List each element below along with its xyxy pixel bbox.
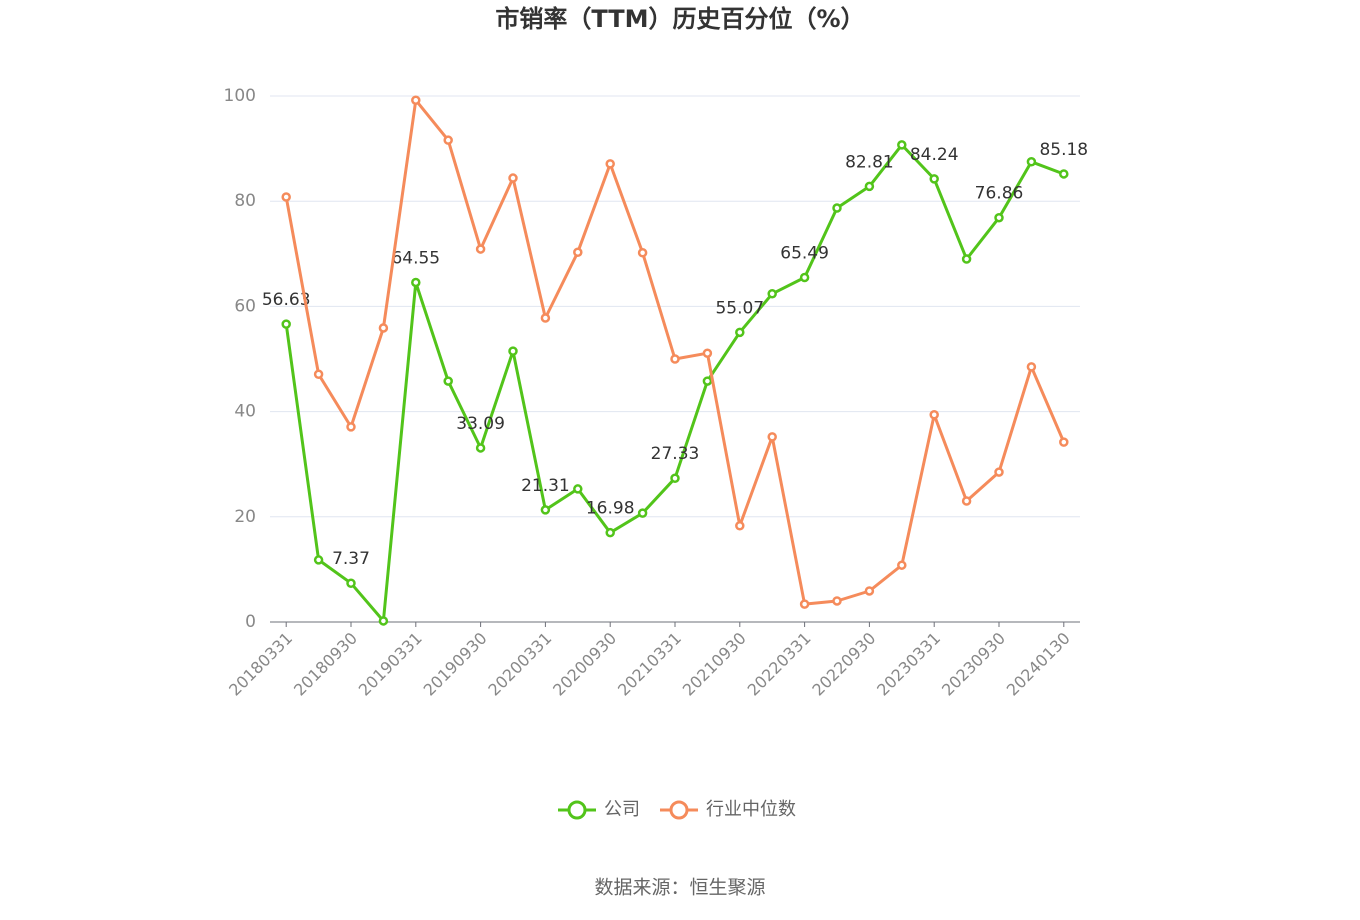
data-point: [378, 616, 389, 626]
data-point: [832, 203, 842, 213]
data-point: [735, 327, 745, 338]
y-tick-label: 40: [234, 402, 256, 422]
data-point: [313, 369, 324, 380]
data-label: 85.18: [1039, 140, 1088, 160]
data-point: [281, 192, 291, 202]
data-point: [573, 247, 583, 257]
x-tick-label: 20210331: [614, 629, 685, 700]
data-point: [864, 586, 875, 596]
y-tick-label: 20: [234, 507, 256, 527]
x-tick-label: 20180930: [290, 629, 361, 700]
data-label: 21.31: [521, 476, 570, 496]
x-tick-label: 20240130: [1003, 629, 1074, 700]
data-point: [508, 346, 518, 356]
data-point: [411, 277, 421, 288]
data-label: 27.33: [651, 444, 700, 464]
data-point: [670, 473, 680, 483]
data-point: [637, 247, 648, 258]
data-point: [897, 560, 907, 570]
data-point: [1026, 362, 1037, 372]
data-label: 16.98: [586, 499, 635, 519]
data-point: [994, 212, 1004, 223]
data-point: [994, 467, 1004, 477]
data-label: 56.63: [262, 290, 311, 310]
data-point: [475, 244, 486, 254]
legend-item[interactable]: 行业中位数: [660, 799, 796, 820]
x-tick-label: 20220331: [744, 629, 815, 700]
data-label: 76.86: [975, 184, 1024, 204]
data-point: [573, 484, 583, 494]
data-point: [767, 432, 777, 442]
data-point: [443, 376, 453, 386]
x-tick-label: 20190930: [420, 629, 491, 700]
y-tick-label: 60: [234, 296, 256, 316]
data-point: [961, 254, 972, 264]
data-point: [378, 323, 389, 333]
data-point: [540, 505, 551, 515]
x-tick-label: 20200930: [549, 629, 620, 700]
data-point: [605, 527, 615, 538]
data-point: [346, 422, 356, 432]
data-point: [411, 95, 421, 105]
legend-label: 行业中位数: [706, 799, 796, 820]
x-tick-label: 20220930: [808, 629, 879, 700]
y-tick-label: 80: [234, 191, 256, 211]
data-point: [508, 173, 518, 183]
data-point: [929, 410, 939, 420]
data-label: 84.24: [910, 145, 959, 165]
data-point: [1059, 437, 1069, 447]
series-line: [284, 98, 1066, 606]
data-point: [637, 508, 648, 518]
x-tick-label: 20210930: [679, 629, 750, 700]
y-tick-label: 100: [224, 86, 256, 106]
data-point: [281, 319, 291, 329]
data-point: [540, 313, 551, 323]
data-point: [799, 599, 810, 609]
chart-title: 市销率（TTM）历史百分位（%）: [495, 5, 864, 33]
x-tick-label: 20190331: [355, 629, 426, 700]
legend-marker: [567, 800, 587, 820]
data-point: [702, 348, 713, 358]
data-point: [735, 520, 745, 531]
x-tick-label: 20180331: [225, 629, 296, 700]
data-point: [670, 354, 680, 364]
data-point: [767, 289, 777, 299]
data-label: 7.37: [332, 549, 370, 569]
data-label: 33.09: [456, 414, 505, 434]
data-label: 65.49: [780, 244, 829, 264]
data-point: [702, 376, 713, 386]
series-line: [284, 143, 1065, 623]
y-tick-label: 0: [245, 612, 256, 632]
data-point: [929, 174, 939, 184]
data-point: [864, 181, 875, 192]
data-point: [443, 135, 453, 145]
x-tick-label: 20200331: [484, 629, 555, 700]
legend-item[interactable]: 公司: [558, 799, 640, 820]
data-label: 82.81: [845, 152, 894, 172]
data-label: 55.07: [715, 298, 764, 318]
data-point: [799, 272, 810, 283]
data-point: [1026, 157, 1037, 167]
x-tick-label: 20230331: [873, 629, 944, 700]
data-point: [961, 496, 972, 506]
data-point: [897, 140, 907, 150]
data-point: [1059, 169, 1069, 179]
data-point: [346, 578, 356, 588]
data-point: [605, 159, 615, 169]
x-tick-label: 20230930: [938, 629, 1009, 700]
legend-marker: [669, 800, 689, 820]
data-point: [475, 443, 486, 453]
legend-label: 公司: [604, 799, 640, 820]
data-label: 64.55: [391, 248, 440, 268]
data-point: [313, 555, 324, 565]
data-point: [832, 596, 842, 606]
source-note: 数据来源：恒生聚源: [594, 877, 765, 899]
